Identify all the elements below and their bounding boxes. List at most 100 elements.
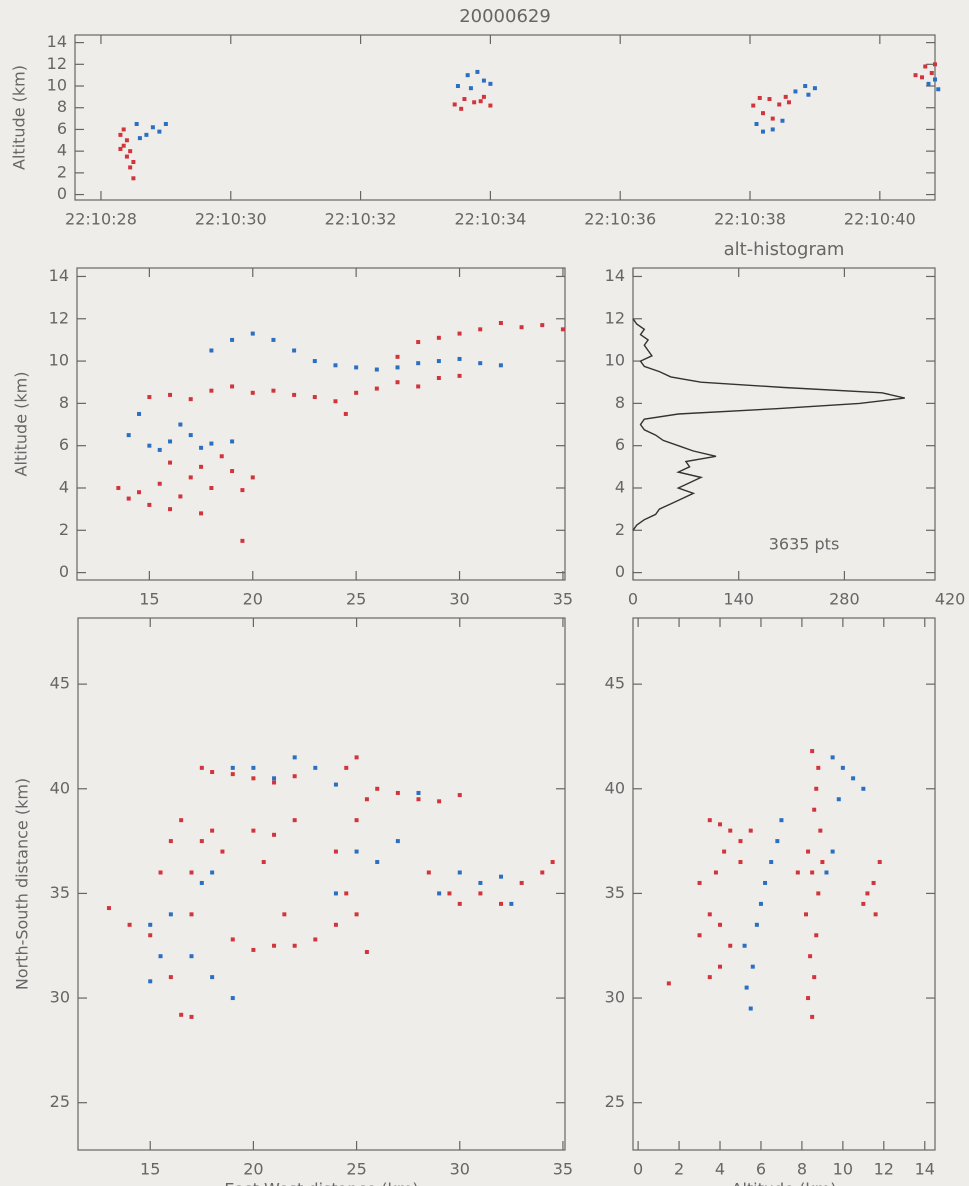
point xyxy=(481,78,486,83)
point xyxy=(144,132,149,137)
y-tick-label: 6 xyxy=(57,119,67,138)
point xyxy=(230,937,235,942)
point xyxy=(472,100,477,105)
point xyxy=(354,912,359,917)
point xyxy=(168,460,173,465)
point xyxy=(128,149,133,154)
x-tick-label: 15 xyxy=(139,590,159,609)
point xyxy=(742,943,747,948)
point xyxy=(426,870,431,875)
point xyxy=(806,92,811,97)
x-tick-label: 20 xyxy=(243,1160,263,1179)
point xyxy=(168,839,173,844)
point xyxy=(761,129,765,134)
point xyxy=(560,327,565,332)
point xyxy=(416,340,421,345)
point xyxy=(707,975,712,980)
point xyxy=(499,901,504,906)
point xyxy=(808,954,813,959)
point xyxy=(199,511,204,516)
point xyxy=(292,755,297,760)
x-tick-label: 22:10:28 xyxy=(65,210,137,229)
point xyxy=(272,943,277,948)
point xyxy=(713,870,718,875)
y-tick-label: 4 xyxy=(59,477,69,496)
point xyxy=(157,481,162,486)
y-tick-label: 25 xyxy=(605,1092,625,1111)
x-tick-label: 25 xyxy=(346,1160,366,1179)
point xyxy=(457,331,462,336)
x-tick-label: 30 xyxy=(449,590,469,609)
y-tick-label: 6 xyxy=(59,435,69,454)
x-tick-label: 22:10:32 xyxy=(325,210,397,229)
point xyxy=(147,395,152,400)
point xyxy=(465,73,470,78)
point xyxy=(118,146,123,151)
point xyxy=(707,818,712,823)
x-tick-label: 0 xyxy=(633,1160,643,1179)
point xyxy=(806,849,811,854)
point xyxy=(168,392,173,397)
point xyxy=(121,143,126,148)
point xyxy=(354,849,359,854)
x-tick-label: 14 xyxy=(915,1160,935,1179)
x-tick-label: 35 xyxy=(553,1160,573,1179)
point xyxy=(188,433,193,438)
point xyxy=(137,411,142,416)
point xyxy=(137,136,142,141)
x-axis-label: East-West distance (km) xyxy=(224,1180,418,1186)
x-tick-label: 30 xyxy=(450,1160,470,1179)
y-tick-label: 12 xyxy=(605,308,625,327)
point xyxy=(189,912,194,917)
point xyxy=(509,901,514,906)
point xyxy=(272,832,277,837)
point xyxy=(793,89,798,94)
point xyxy=(271,337,276,342)
point xyxy=(250,390,255,395)
y-tick-label: 40 xyxy=(605,778,625,797)
annotation: 3635 pts xyxy=(769,535,840,554)
point xyxy=(230,996,235,1001)
point xyxy=(738,860,743,865)
point xyxy=(292,943,297,948)
point xyxy=(395,790,400,795)
y-tick-label: 30 xyxy=(605,988,625,1007)
y-tick-label: 2 xyxy=(59,520,69,539)
point xyxy=(240,488,245,493)
point xyxy=(929,70,934,75)
point xyxy=(251,765,256,770)
y-tick-label: 8 xyxy=(57,97,67,116)
point xyxy=(481,94,486,99)
point xyxy=(364,950,369,955)
y-axis-label: Altitude (km) xyxy=(10,65,29,170)
point xyxy=(210,770,215,775)
y-tick-label: 8 xyxy=(59,393,69,412)
point xyxy=(116,485,121,490)
point xyxy=(188,397,193,402)
point xyxy=(519,325,524,330)
y-tick-label: 35 xyxy=(605,883,625,902)
point xyxy=(220,849,225,854)
point xyxy=(126,433,131,438)
point xyxy=(168,975,173,980)
point xyxy=(871,880,876,885)
point xyxy=(230,439,235,444)
point xyxy=(758,901,763,906)
point xyxy=(810,1014,815,1019)
point xyxy=(795,870,800,875)
point xyxy=(436,375,441,380)
point xyxy=(770,116,775,121)
point xyxy=(416,797,421,802)
point xyxy=(230,469,235,474)
point xyxy=(761,111,765,116)
point xyxy=(131,176,136,181)
point xyxy=(168,439,173,444)
point xyxy=(550,860,555,865)
point xyxy=(836,797,841,802)
point xyxy=(754,922,759,927)
y-tick-label: 25 xyxy=(50,1092,70,1111)
x-tick-label: 420 xyxy=(935,590,966,609)
x-tick-label: 20 xyxy=(243,590,263,609)
point xyxy=(783,94,788,99)
